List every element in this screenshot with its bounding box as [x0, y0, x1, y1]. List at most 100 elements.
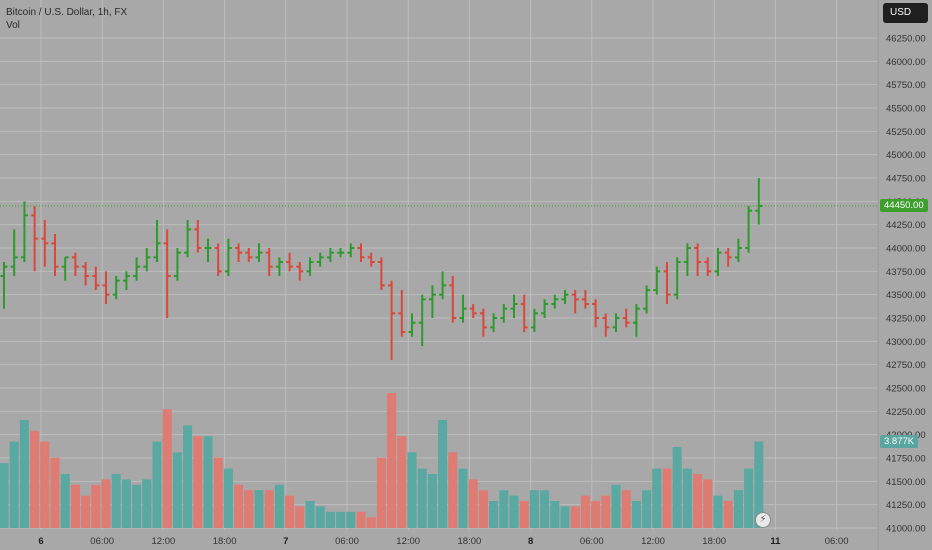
- ohlc-bar: [326, 248, 334, 262]
- ohlc-bar: [204, 238, 212, 262]
- volume-bar: [70, 484, 80, 528]
- ohlc-bar: [653, 266, 661, 295]
- ohlc-bar: [92, 266, 100, 290]
- ohlc-bar: [245, 248, 253, 262]
- chart-legend: Bitcoin / U.S. Dollar, 1h, FX Vol: [6, 6, 127, 32]
- ohlc-bar: [20, 201, 28, 262]
- price-tick-label: 45500.00: [886, 104, 926, 115]
- volume-bar: [499, 490, 509, 528]
- volume-bar: [346, 511, 356, 528]
- volume-bar: [183, 425, 193, 528]
- volume-bar: [652, 468, 662, 528]
- ohlc-bar: [581, 290, 589, 309]
- volume-bar: [132, 484, 142, 528]
- lightning-icon[interactable]: ⚡: [755, 512, 771, 528]
- volume-bar: [540, 490, 550, 528]
- volume-bar: [713, 495, 723, 528]
- volume-bar: [468, 479, 478, 528]
- volume-bar: [152, 441, 162, 528]
- ohlc-bar: [255, 243, 263, 262]
- time-tick-label: 6: [38, 536, 43, 547]
- ohlc-bar: [745, 206, 753, 253]
- ohlc-bar: [214, 243, 222, 276]
- volume-bar: [580, 495, 590, 528]
- ohlc-bar: [602, 313, 610, 337]
- volume-bar: [703, 479, 713, 528]
- ohlc-bar: [316, 252, 324, 267]
- time-tick-label: 12:00: [396, 536, 420, 547]
- volume-bar: [601, 495, 611, 528]
- ohlc-bar: [112, 276, 120, 300]
- ohlc-bar: [683, 243, 691, 276]
- ohlc-bar: [479, 308, 487, 337]
- volume-bar: [356, 511, 366, 528]
- last-volume-tag: 3.877K: [880, 435, 919, 448]
- ohlc-bar: [143, 248, 151, 272]
- volume-bar: [121, 479, 131, 528]
- volume-bar: [591, 501, 601, 528]
- ohlc-bar: [31, 206, 39, 272]
- price-axis: 41000.0041250.0041500.0041750.0042000.00…: [886, 34, 926, 535]
- currency-button[interactable]: USD: [883, 3, 928, 23]
- volume-bar: [519, 501, 529, 528]
- volume-bar: [397, 436, 407, 528]
- ohlc-bar: [469, 304, 477, 318]
- ohlc-bar: [561, 290, 569, 304]
- volume-bar: [478, 490, 488, 528]
- time-tick-label: 12:00: [641, 536, 665, 547]
- time-tick-label: 18:00: [702, 536, 726, 547]
- volume-bar: [315, 506, 325, 528]
- ohlc-bar: [337, 248, 345, 258]
- price-tick-label: 44000.00: [886, 244, 926, 255]
- volume-bar: [0, 463, 9, 528]
- price-tick-label: 41250.00: [886, 500, 926, 511]
- ohlc-bar: [490, 313, 498, 332]
- volume-bar: [642, 490, 652, 528]
- volume-bar: [621, 490, 631, 528]
- ohlc-bar: [612, 313, 620, 332]
- price-tick-label: 41000.00: [886, 524, 926, 535]
- time-tick-label: 06:00: [335, 536, 359, 547]
- volume-bar: [387, 393, 397, 528]
- ohlc-bar: [41, 220, 49, 267]
- volume-bar: [223, 468, 233, 528]
- volume-bar: [213, 457, 223, 528]
- price-tick-label: 41500.00: [886, 477, 926, 488]
- time-tick-label: 18:00: [213, 536, 237, 547]
- price-tick-label: 42750.00: [886, 360, 926, 371]
- symbol-title[interactable]: Bitcoin / U.S. Dollar, 1h, FX: [6, 7, 128, 18]
- price-tick-label: 42500.00: [886, 384, 926, 395]
- time-tick-label: 11: [770, 536, 781, 547]
- time-tick-label: 18:00: [458, 536, 482, 547]
- volume-bar: [611, 484, 621, 528]
- ohlc-bar: [10, 229, 18, 276]
- volume-bar: [407, 452, 417, 528]
- volume-bar: [19, 420, 29, 528]
- ohlc-bar: [459, 294, 467, 323]
- price-tick-label: 46250.00: [886, 34, 926, 45]
- ohlc-bar: [71, 252, 79, 276]
- ohlc-bar: [541, 299, 549, 318]
- time-tick-label: 06:00: [90, 536, 114, 547]
- price-tick-label: 42250.00: [886, 407, 926, 418]
- volume-bar: [244, 490, 254, 528]
- ohlc-bar: [265, 248, 273, 276]
- time-tick-label: 12:00: [152, 536, 176, 547]
- volume-bar: [529, 490, 539, 528]
- ohlc-bar: [530, 308, 538, 332]
- volume-bar: [417, 468, 427, 528]
- volume-bar: [631, 501, 641, 528]
- time-axis: 6 06:00 12:00 18:00 7 06:00 12:00 18:00 8 06:00 12…: [38, 536, 848, 547]
- volume-bar: [305, 501, 315, 528]
- ohlc-bar: [224, 238, 232, 276]
- volume-legend-label[interactable]: Vol: [6, 20, 20, 31]
- volume-bar: [438, 420, 448, 528]
- ohlc-bar: [51, 234, 59, 276]
- ohlc-bar: [714, 248, 722, 276]
- volume-bar: [376, 457, 386, 528]
- ohlc-bar: [734, 238, 742, 262]
- volume-bar: [60, 474, 70, 528]
- volume-bar: [193, 436, 203, 528]
- ohlc-bar: [82, 262, 90, 286]
